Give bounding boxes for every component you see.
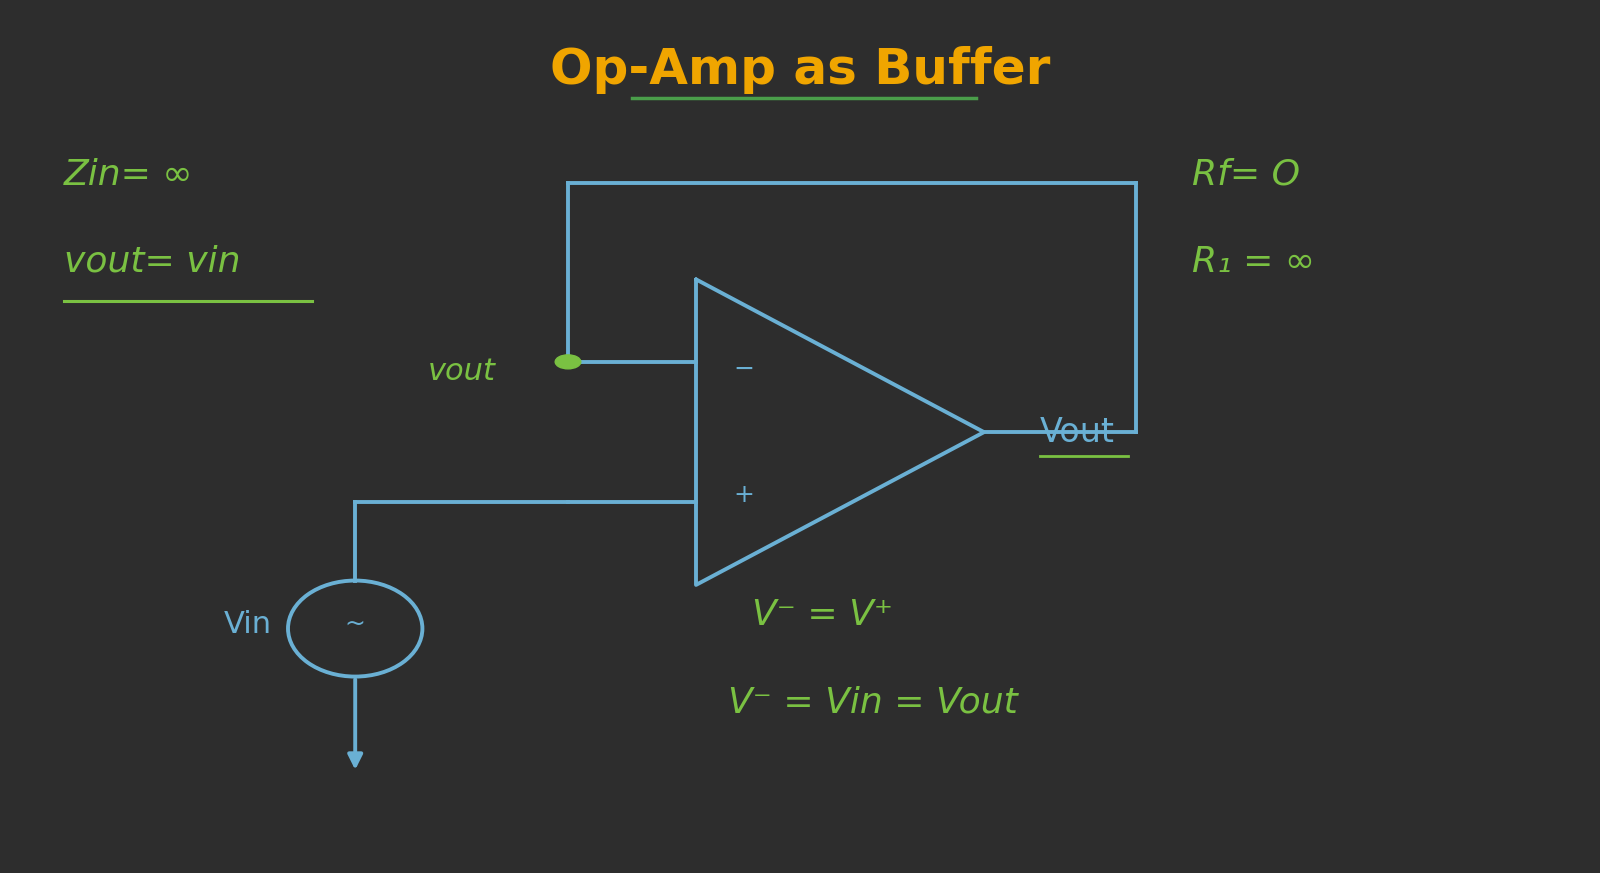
Text: Op-Amp as Buffer: Op-Amp as Buffer — [550, 46, 1050, 93]
Circle shape — [555, 354, 581, 368]
Text: Vout: Vout — [1040, 416, 1115, 449]
Text: Vin: Vin — [224, 609, 272, 639]
Text: −: − — [733, 357, 755, 381]
Text: Zin= ∞: Zin= ∞ — [64, 158, 194, 191]
Text: V⁻ = V⁺: V⁻ = V⁺ — [752, 599, 893, 632]
Text: ~: ~ — [344, 612, 366, 636]
Text: vout= vin: vout= vin — [64, 245, 240, 278]
Text: R₁ = ∞: R₁ = ∞ — [1192, 245, 1315, 278]
Text: V⁻ = Vin = Vout: V⁻ = Vin = Vout — [728, 686, 1018, 719]
Text: +: + — [733, 484, 755, 507]
Text: vout: vout — [429, 356, 496, 386]
Text: Rf= O: Rf= O — [1192, 158, 1299, 191]
